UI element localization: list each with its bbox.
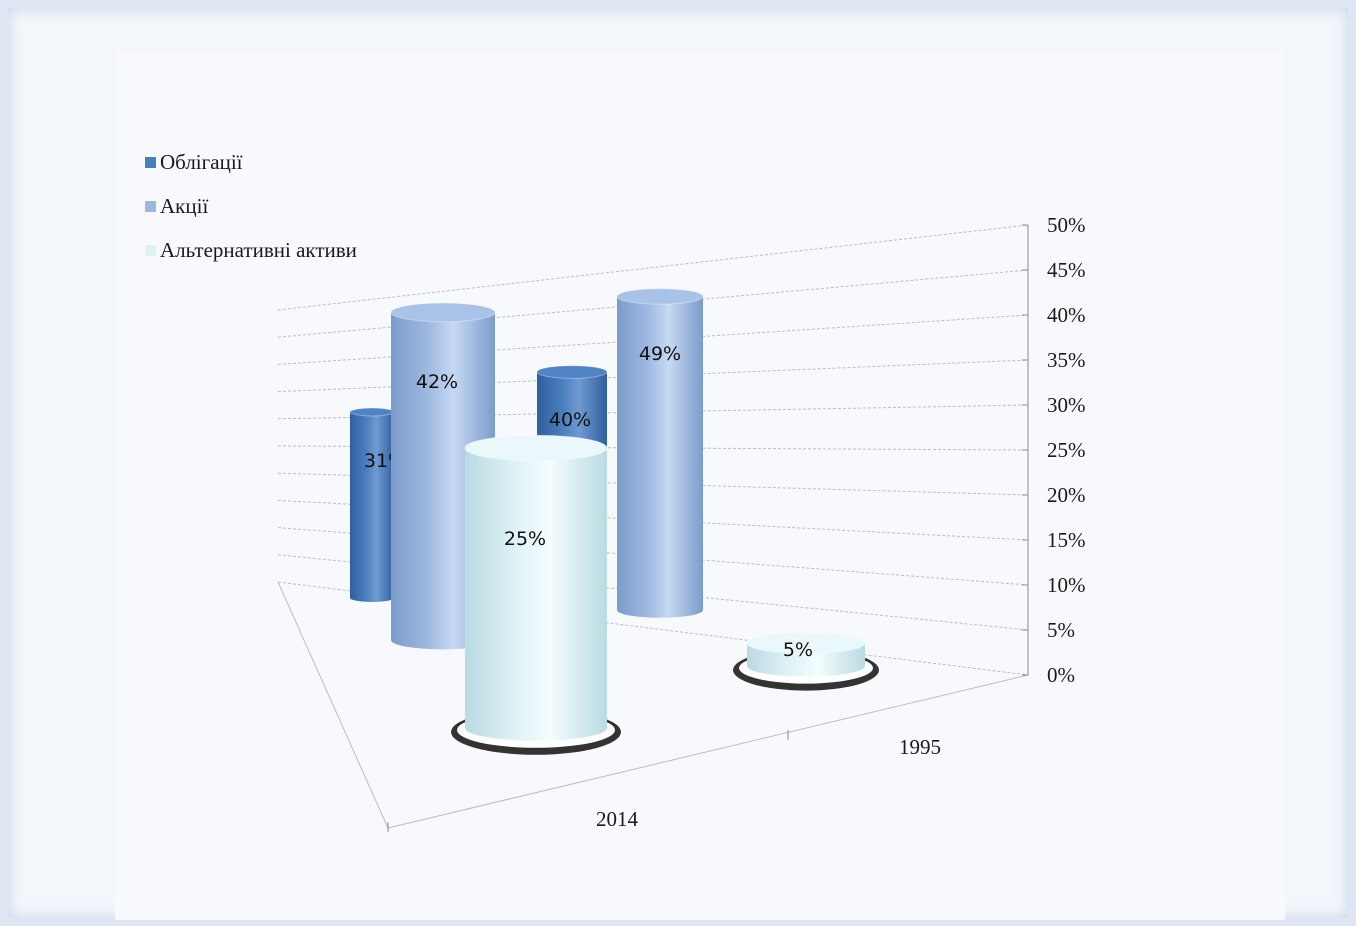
bar-stocks-1995[interactable]: 49% <box>616 288 704 618</box>
gridline <box>277 581 1029 676</box>
bar-alternatives-2014[interactable]: 25% <box>451 434 621 755</box>
data-label: 5% <box>783 639 813 661</box>
legend-label-alternatives: Альтернативні активи <box>160 237 357 262</box>
bar-top <box>349 407 395 417</box>
data-label: 40% <box>549 409 591 431</box>
bar-body <box>465 448 607 741</box>
bar-top <box>616 288 704 305</box>
y-axis-layer: 0% 5% 10% 15% 20% 25% 30% 35% 40% 45% 50% <box>1022 213 1086 687</box>
gridline <box>277 224 1029 311</box>
category-label: 1995 <box>899 735 941 759</box>
bars-layer: 40% 49% 31% 42% 5% 25% <box>349 288 879 755</box>
legend-label-stocks: Акції <box>160 193 209 218</box>
y-tick-label: 15% <box>1047 528 1086 552</box>
legend-item-stocks[interactable]: Акції <box>145 184 357 228</box>
legend-swatch-stocks <box>145 200 156 212</box>
bar-body <box>350 412 394 602</box>
data-label: 25% <box>504 528 546 550</box>
legend-item-alternatives[interactable]: Альтернативні активи <box>145 228 357 272</box>
bar-body <box>617 296 703 618</box>
category-layer: 2014 1995 <box>387 730 941 832</box>
data-label: 49% <box>639 343 681 365</box>
gridline <box>277 554 1029 631</box>
y-tick-label: 50% <box>1047 213 1086 237</box>
y-tick-label: 30% <box>1047 393 1086 417</box>
y-tick-label: 35% <box>1047 348 1086 372</box>
legend-label-bonds: Облігації <box>160 149 243 174</box>
y-tick-label: 45% <box>1047 258 1086 282</box>
y-tick-label: 10% <box>1047 573 1086 597</box>
bar-top <box>746 631 866 655</box>
bar-top <box>464 434 608 462</box>
legend: Облігації Акції Альтернативні активи <box>145 140 357 272</box>
bar-bonds-2014[interactable]: 31% <box>349 407 406 602</box>
category-label: 2014 <box>596 807 639 831</box>
legend-swatch-bonds <box>145 156 156 168</box>
y-tick-label: 40% <box>1047 303 1086 327</box>
bar-top <box>390 302 496 323</box>
legend-item-bonds[interactable]: Облігації <box>145 140 357 184</box>
legend-swatch-alternatives <box>145 244 156 256</box>
y-tick-label: 5% <box>1047 618 1075 642</box>
bar-alternatives-1995[interactable]: 5% <box>733 631 879 691</box>
y-tick-label: 20% <box>1047 483 1086 507</box>
bar-top <box>536 365 608 379</box>
data-label: 42% <box>416 371 458 393</box>
y-tick-label: 25% <box>1047 438 1086 462</box>
y-tick-label: 0% <box>1047 663 1075 687</box>
